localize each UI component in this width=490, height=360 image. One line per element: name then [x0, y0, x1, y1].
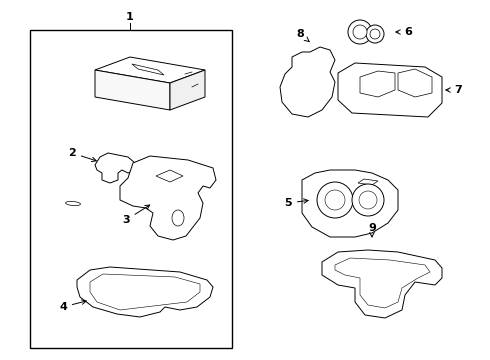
Bar [30, 30, 232, 348]
Polygon shape [95, 153, 135, 183]
Circle shape [366, 25, 384, 43]
Polygon shape [302, 170, 398, 237]
Text: 4: 4 [59, 300, 86, 312]
Polygon shape [132, 64, 164, 75]
Polygon shape [95, 57, 205, 83]
Circle shape [370, 29, 380, 39]
Polygon shape [358, 179, 378, 185]
Polygon shape [120, 156, 216, 240]
Polygon shape [170, 70, 205, 110]
Circle shape [348, 20, 372, 44]
Text: 9: 9 [368, 223, 376, 237]
Polygon shape [280, 47, 335, 117]
Ellipse shape [66, 201, 80, 206]
Polygon shape [95, 70, 170, 110]
Polygon shape [322, 250, 442, 318]
Circle shape [317, 182, 353, 218]
Circle shape [353, 25, 367, 39]
Circle shape [352, 184, 384, 216]
Polygon shape [156, 170, 183, 182]
Text: 6: 6 [396, 27, 412, 37]
Circle shape [325, 190, 345, 210]
Text: 3: 3 [122, 205, 150, 225]
Text: 7: 7 [446, 85, 462, 95]
Ellipse shape [172, 210, 184, 226]
Circle shape [359, 191, 377, 209]
Polygon shape [338, 63, 442, 117]
Text: 2: 2 [68, 148, 97, 162]
Text: 5: 5 [284, 198, 308, 208]
Polygon shape [398, 69, 432, 97]
Polygon shape [360, 71, 395, 97]
Polygon shape [77, 267, 213, 317]
Text: 8: 8 [296, 29, 309, 42]
Text: 1: 1 [126, 12, 134, 22]
